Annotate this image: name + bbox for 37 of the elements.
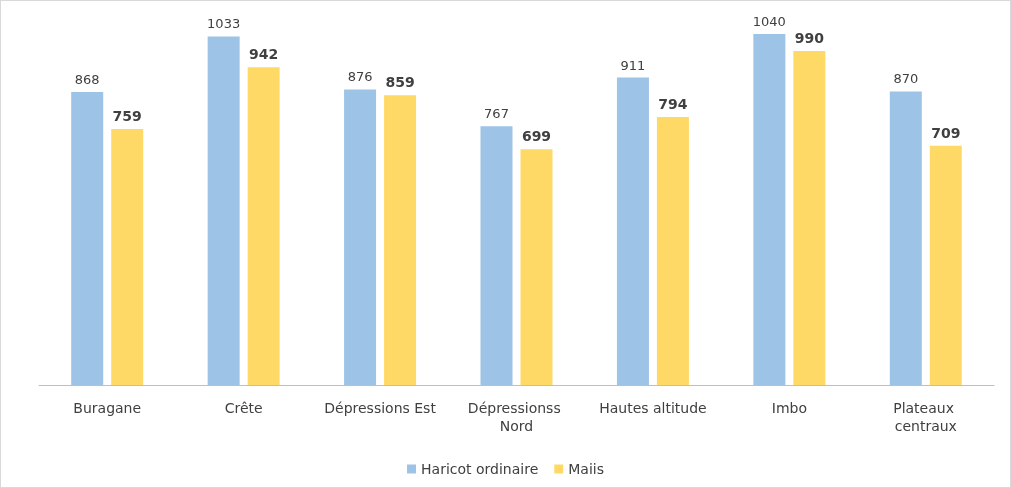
data-label: 699: [521, 128, 552, 145]
bar: [520, 149, 553, 385]
x-tick-label: Crête: [224, 400, 263, 416]
data-label: 767: [484, 106, 509, 122]
data-label: 794: [658, 96, 688, 113]
data-label: 868: [74, 72, 100, 88]
bar: [889, 91, 922, 385]
bar: [929, 145, 962, 385]
data-label: 911: [620, 57, 646, 73]
x-tick-label: Buragane: [73, 400, 142, 416]
data-label: 1033: [207, 16, 241, 32]
bar: [616, 77, 649, 385]
data-label: 990: [794, 29, 825, 46]
bar: [793, 50, 826, 385]
legend-label: Maiis: [568, 461, 604, 477]
legend-label: Haricot ordinaire: [421, 461, 539, 477]
x-tick-label: Hautes altitude: [599, 400, 707, 416]
bar: [753, 34, 786, 385]
bar: [247, 67, 280, 385]
x-tick-label: Dépressions Est: [324, 400, 437, 416]
data-label: 942: [249, 46, 279, 63]
data-label: 759: [112, 107, 142, 124]
bar: [111, 128, 144, 385]
data-label: 876: [347, 69, 373, 85]
data-label: 1040: [752, 14, 786, 30]
data-label: 709: [931, 124, 961, 141]
bar: [480, 126, 513, 385]
data-label: 870: [893, 71, 919, 87]
bar: [71, 92, 104, 385]
bar: [207, 36, 240, 385]
data-label: 859: [385, 74, 415, 91]
x-tick-label: Imbo: [771, 400, 807, 416]
x-tick-label: Dépressionss Nord: [467, 400, 566, 434]
x-tick-label: Plateaux centraux: [893, 400, 959, 434]
bar: [656, 117, 689, 385]
bar: [384, 95, 417, 385]
bar: [344, 89, 377, 385]
